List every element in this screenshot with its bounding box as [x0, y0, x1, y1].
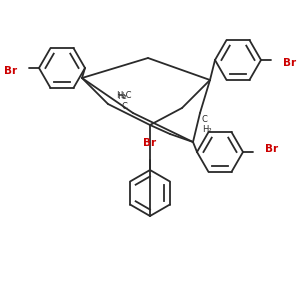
Text: Br: Br — [265, 144, 278, 154]
Text: Br: Br — [283, 58, 296, 68]
Text: H₂C: H₂C — [116, 91, 131, 100]
Text: C
H₂: C H₂ — [202, 115, 211, 134]
Text: Br: Br — [4, 66, 17, 76]
Text: H₂
C: H₂ C — [117, 92, 127, 111]
Text: Br: Br — [143, 138, 157, 148]
